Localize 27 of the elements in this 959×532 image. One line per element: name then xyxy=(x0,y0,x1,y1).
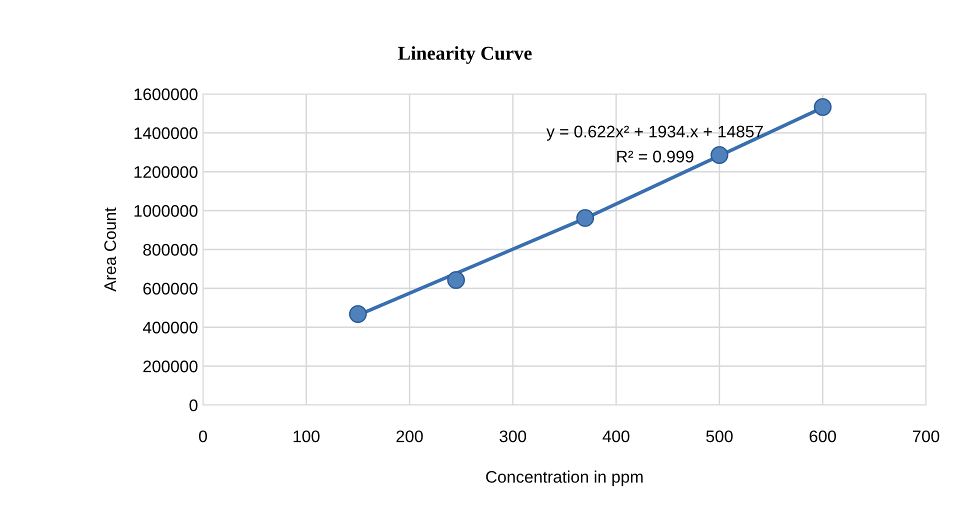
point xyxy=(576,209,594,227)
x-tick-label: 600 xyxy=(810,430,836,442)
annotation: R² = 0.999 xyxy=(617,150,694,162)
x-tick-label: 200 xyxy=(396,430,423,442)
y-tick-label: 1400000 xyxy=(134,127,198,140)
x-tick-label: 0 xyxy=(199,430,207,442)
y-tick-label: 0 xyxy=(190,399,198,412)
y-tick-label: 800000 xyxy=(143,244,198,256)
x-tick-label: 400 xyxy=(602,430,630,442)
chart-title: Linearity Curve xyxy=(398,46,532,64)
annotation: y = 0.622x² + 1934.x + 14857 xyxy=(546,126,763,141)
x-tick-label: 300 xyxy=(500,430,526,442)
y-tick-label: 400000 xyxy=(142,322,198,334)
x-tick-label: 100 xyxy=(294,430,320,442)
y-tick-label: 1000000 xyxy=(134,205,198,217)
y-axis-title: Area Count xyxy=(104,207,116,292)
y-tick-label: 200000 xyxy=(143,360,198,372)
x-tick-label: 700 xyxy=(912,430,940,442)
y-tick-label: 600000 xyxy=(143,282,198,295)
point xyxy=(710,146,728,164)
y-tick-label: 1200000 xyxy=(134,166,198,178)
point xyxy=(349,305,367,323)
point xyxy=(814,98,832,116)
y-tick-label: 1600000 xyxy=(134,88,198,100)
x-tick-label: 500 xyxy=(706,430,733,442)
x-axis-title: Concentration in ppm xyxy=(486,470,643,486)
point xyxy=(447,271,465,289)
